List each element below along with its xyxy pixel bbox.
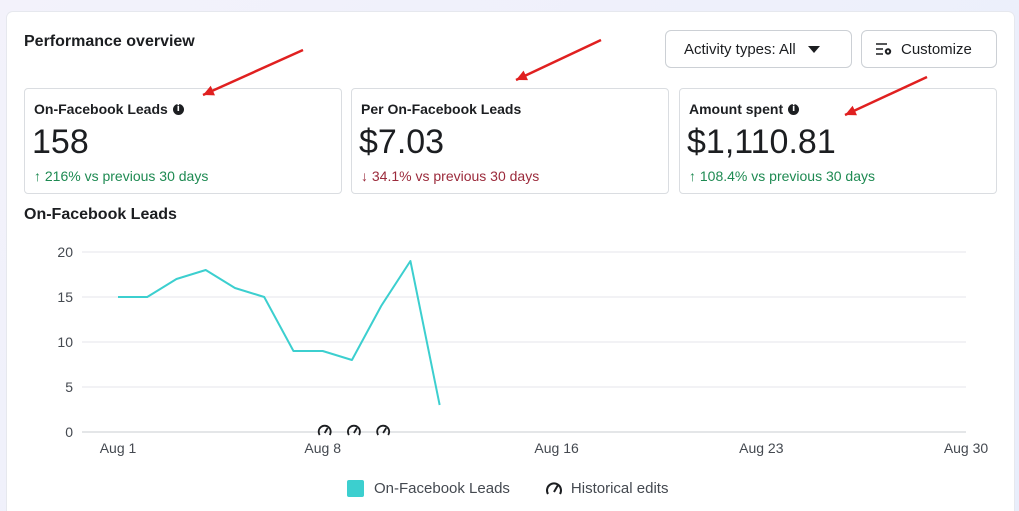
info-icon[interactable]: i [788, 103, 800, 115]
metric-value: 158 [32, 123, 89, 161]
chart-legend: On-Facebook Leads Historical edits [347, 480, 668, 497]
metric-card-amount-spent[interactable]: Amount spent i $1,110.81 ↑ 108.4% vs pre… [679, 88, 997, 194]
historical-edit-needle [382, 427, 387, 434]
y-tick-label: 5 [65, 379, 73, 395]
series-line [118, 260, 441, 406]
metric-value: $7.03 [359, 123, 445, 161]
page-title: Performance overview [24, 33, 195, 50]
metric-card-leads[interactable]: On-Facebook Leads i 158 ↑ 216% vs previo… [24, 88, 342, 194]
arrow-down-icon: ↓ [361, 168, 368, 184]
metric-card-cost-per-lead[interactable]: Per On-Facebook Leads $7.03 ↓ 34.1% vs p… [351, 88, 669, 194]
legend-historical-label: Historical edits [570, 480, 669, 497]
metric-delta: ↑ 108.4% vs previous 30 days [689, 168, 875, 184]
historical-edit-needle [353, 427, 358, 434]
x-tick-label: Aug 23 [739, 440, 784, 456]
historical-edits-icon [545, 481, 562, 495]
activity-types-dropdown[interactable]: Activity types: All [665, 30, 852, 68]
metric-label: On-Facebook Leads i [34, 101, 184, 117]
metric-value: $1,110.81 [687, 123, 836, 161]
x-tick-label: Aug 8 [304, 440, 341, 456]
legend-item-leads[interactable]: On-Facebook Leads [374, 480, 510, 497]
activity-types-label: Activity types: All [684, 40, 796, 58]
historical-edit-needle [323, 427, 329, 434]
y-tick-label: 10 [57, 334, 73, 350]
legend-swatch [347, 480, 364, 497]
y-tick-label: 20 [57, 244, 73, 260]
chevron-down-icon [807, 45, 820, 53]
arrow-up-icon: ↑ [34, 168, 41, 184]
legend-item-historical-edits[interactable]: Historical edits [545, 480, 669, 497]
customize-label: Customize [901, 40, 972, 58]
metric-label: Amount spent i [689, 101, 800, 117]
metric-delta: ↑ 216% vs previous 30 days [34, 168, 208, 184]
chart-title: On-Facebook Leads [24, 206, 177, 223]
historical-edit-marker [317, 424, 332, 436]
metric-label-text: Per On-Facebook Leads [361, 101, 522, 117]
metric-delta-text: 34.1% vs previous 30 days [371, 168, 540, 184]
metric-label: Per On-Facebook Leads [361, 101, 521, 117]
x-tick-label: Aug 30 [944, 440, 989, 456]
metric-label-text: Amount spent [689, 101, 784, 117]
arrow-up-icon: ↑ [689, 168, 696, 184]
x-tick-label: Aug 16 [534, 440, 579, 456]
y-tick-label: 0 [65, 424, 73, 440]
historical-edit-marker [376, 424, 391, 436]
metric-delta-text: 108.4% vs previous 30 days [699, 168, 875, 184]
info-icon[interactable]: i [172, 103, 184, 115]
customize-button[interactable]: Customize [861, 30, 997, 68]
metric-delta: ↓ 34.1% vs previous 30 days [361, 168, 539, 184]
x-tick-label: Aug 1 [100, 440, 137, 456]
metric-label-text: On-Facebook Leads [34, 101, 168, 117]
customize-icon [876, 43, 892, 55]
historical-edit-marker [347, 424, 361, 436]
metric-delta-text: 216% vs previous 30 days [44, 168, 209, 184]
y-tick-label: 15 [57, 289, 73, 305]
